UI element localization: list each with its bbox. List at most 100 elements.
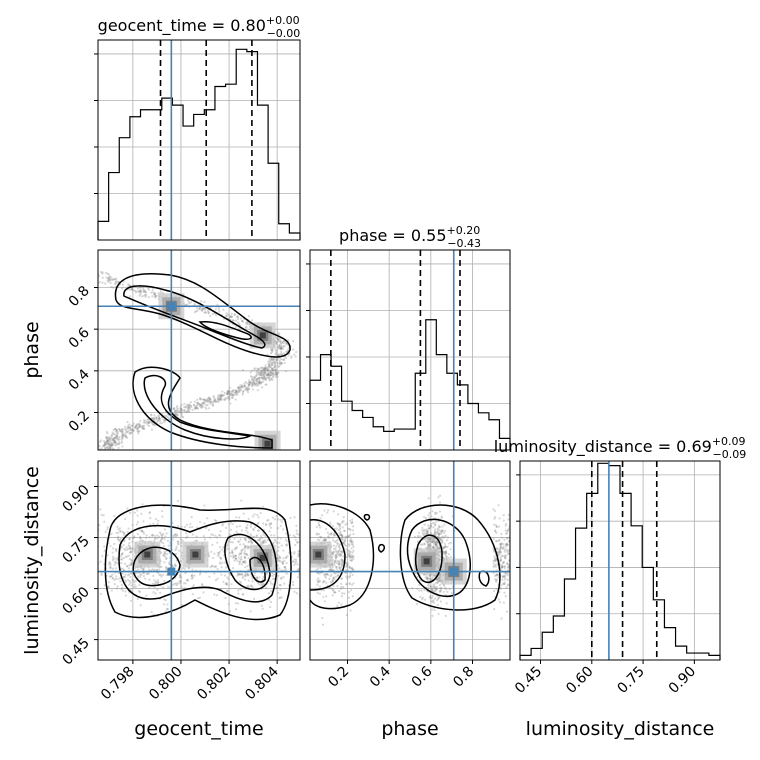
sample-point <box>219 398 222 401</box>
sample-point <box>350 521 354 524</box>
sample-point <box>428 538 431 542</box>
sample-point <box>235 392 238 395</box>
sample-point <box>115 435 118 438</box>
sample-point <box>262 540 265 543</box>
sample-point <box>262 539 265 543</box>
sample-point <box>503 576 507 579</box>
sample-point <box>280 577 283 580</box>
sample-point <box>65 255 67 257</box>
sample-point <box>269 374 273 377</box>
sample-point <box>210 533 213 536</box>
sample-point <box>434 521 437 524</box>
sample-point <box>262 522 265 525</box>
sample-point <box>273 360 276 364</box>
sample-point <box>71 265 73 267</box>
sample-point <box>217 394 220 397</box>
sample-point <box>102 440 106 443</box>
sample-point <box>431 546 434 549</box>
sample-point <box>438 596 441 599</box>
sample-point <box>110 276 113 279</box>
sample-point <box>316 567 319 570</box>
sample-point <box>327 509 330 512</box>
sample-point <box>277 574 280 577</box>
sample-point <box>104 446 107 449</box>
sample-point <box>492 508 495 511</box>
sample-point <box>261 371 264 374</box>
sample-point <box>506 543 510 547</box>
sample-point <box>161 537 164 540</box>
sample-point <box>111 443 114 447</box>
sample-point <box>157 535 161 538</box>
sample-point <box>258 376 261 380</box>
sample-point <box>123 562 127 565</box>
sample-point <box>336 542 339 545</box>
sample-point <box>436 543 439 546</box>
sample-point <box>109 438 112 441</box>
contour-line <box>104 504 292 621</box>
density-cell <box>315 551 322 558</box>
sample-point <box>113 514 116 518</box>
sample-point <box>175 583 178 587</box>
sample-point <box>250 381 253 384</box>
sample-point <box>500 532 503 536</box>
sample-point <box>61 255 63 257</box>
sample-point <box>343 592 346 595</box>
sample-point <box>138 290 141 293</box>
sample-point <box>247 386 250 389</box>
sample-point <box>253 381 256 385</box>
sample-point <box>438 583 442 587</box>
sample-point <box>63 256 65 258</box>
sample-point <box>280 352 283 356</box>
sample-point <box>435 511 438 514</box>
sample-point <box>338 545 341 549</box>
sample-point <box>321 539 325 542</box>
sample-point <box>82 269 84 271</box>
sample-point <box>113 440 117 443</box>
sample-point <box>269 370 272 373</box>
sample-point <box>341 541 345 544</box>
sample-point <box>135 427 139 431</box>
sample-point <box>176 414 180 417</box>
sample-point <box>344 575 348 578</box>
sample-point <box>158 417 161 420</box>
sample-point <box>334 547 337 550</box>
sample-point <box>118 529 122 533</box>
sample-point <box>268 364 271 367</box>
sample-point <box>352 555 355 558</box>
sample-point <box>70 257 72 259</box>
sample-point <box>145 573 149 576</box>
sample-point <box>114 427 117 430</box>
sample-point <box>331 566 334 569</box>
sample-point <box>338 560 341 563</box>
sample-point <box>101 554 104 558</box>
sample-point <box>350 541 353 544</box>
sample-point <box>279 584 282 587</box>
sample-point <box>236 393 239 396</box>
sample-point <box>249 584 253 587</box>
panel-content <box>310 494 510 626</box>
sample-point <box>429 595 432 598</box>
sample-point <box>140 295 144 298</box>
sample-point <box>306 549 308 551</box>
sample-point <box>80 266 82 268</box>
sample-point <box>269 522 273 525</box>
sample-point <box>108 561 112 564</box>
contour-line <box>118 520 278 603</box>
sample-point <box>106 279 109 282</box>
sample-point <box>245 325 248 329</box>
sample-point <box>263 377 267 381</box>
sample-point <box>111 443 114 447</box>
sample-point <box>235 530 238 533</box>
sample-point <box>227 541 230 544</box>
sample-point <box>317 580 320 584</box>
sample-point <box>128 432 132 435</box>
sample-point <box>165 414 168 418</box>
sample-point <box>89 531 91 533</box>
sample-point <box>440 532 443 535</box>
sample-point <box>128 546 131 549</box>
density-cell <box>144 551 151 558</box>
sample-point <box>107 273 110 276</box>
sample-point <box>254 378 257 381</box>
sample-point <box>427 514 430 517</box>
sample-point <box>216 303 219 306</box>
